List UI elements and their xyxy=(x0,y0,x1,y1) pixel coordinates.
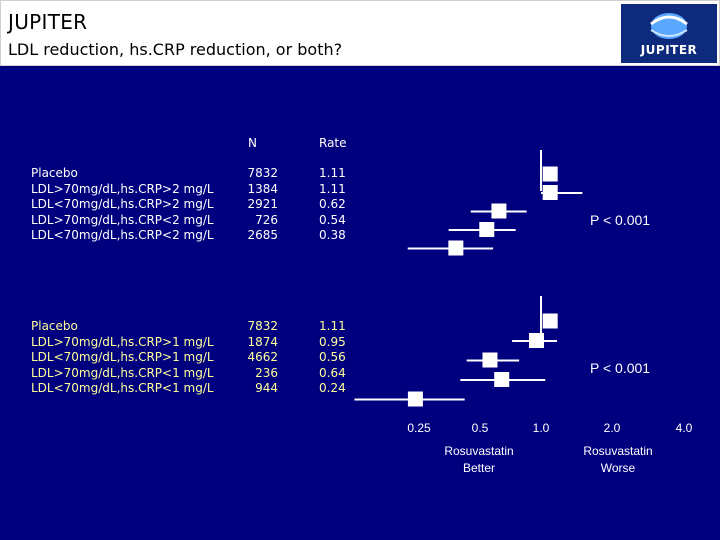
point-marker xyxy=(542,166,558,182)
slide-title: JUPITER xyxy=(8,10,88,34)
row-label: LDL<70mg/dL,hs.CRP>1 mg/L xyxy=(31,350,214,364)
point-marker xyxy=(491,203,507,219)
row-label: LDL<70mg/dL,hs.CRP<2 mg/L xyxy=(31,228,214,242)
point-marker xyxy=(542,313,558,329)
caption-worse-line2: Worse xyxy=(600,461,636,475)
group1-n: 7832 1384 2921 726 2685 xyxy=(240,166,278,244)
x-tick-label: 2.0 xyxy=(603,421,621,435)
row-n: 2685 xyxy=(247,228,278,242)
group1-labels: Placebo LDL>70mg/dL,hs.CRP>2 mg/L LDL<70… xyxy=(31,166,214,244)
x-tick-label: 0.5 xyxy=(471,421,489,435)
group2-n: 7832 1874 4662 236 944 xyxy=(240,319,278,397)
caption-worse-line1: Rosuvastatin xyxy=(583,444,653,458)
column-header-rate: Rate xyxy=(319,136,347,150)
group1-p-value: P < 0.001 xyxy=(590,212,651,228)
jupiter-logo: JUPITER xyxy=(621,4,717,63)
logo-text: JUPITER xyxy=(640,43,698,57)
row-n: 236 xyxy=(255,365,278,380)
row-rate: 0.62 xyxy=(319,197,346,211)
point-marker xyxy=(482,352,498,368)
row-label: LDL>70mg/dL,hs.CRP>2 mg/L xyxy=(31,181,214,196)
row-n: 1874 xyxy=(247,334,278,349)
caption-better-line1: Rosuvastatin xyxy=(444,444,514,458)
row-rate: 0.24 xyxy=(319,381,346,395)
point-marker xyxy=(479,222,495,237)
row-n: 4662 xyxy=(247,350,278,364)
row-label: LDL>70mg/dL,hs.CRP<1 mg/L xyxy=(31,365,214,380)
x-tick-label: 0.25 xyxy=(407,421,431,435)
group2-rate: 1.11 0.95 0.56 0.64 0.24 xyxy=(319,319,346,397)
row-n: 7832 xyxy=(247,319,278,333)
group2-p-value: P < 0.001 xyxy=(590,360,651,376)
header-bar: JUPITER LDL reduction, hs.CRP reduction,… xyxy=(0,0,720,66)
row-rate: 0.64 xyxy=(319,365,346,380)
caption-worse: Rosuvastatin Worse xyxy=(583,443,652,477)
row-label: LDL>70mg/dL,hs.CRP<2 mg/L xyxy=(31,212,214,227)
row-label: Placebo xyxy=(31,166,78,180)
group2-labels: Placebo LDL>70mg/dL,hs.CRP>1 mg/L LDL<70… xyxy=(31,319,214,397)
row-rate: 0.56 xyxy=(319,350,346,364)
row-rate: 0.95 xyxy=(319,334,346,349)
row-label: LDL<70mg/dL,hs.CRP<1 mg/L xyxy=(31,381,214,395)
row-label: Placebo xyxy=(31,319,78,333)
row-rate: 0.38 xyxy=(319,228,346,242)
group1-rate: 1.11 1.11 0.62 0.54 0.38 xyxy=(319,166,346,244)
point-marker xyxy=(528,333,544,348)
row-n: 944 xyxy=(255,381,278,395)
caption-better: Rosuvastatin Better xyxy=(444,443,513,477)
column-header-n: N xyxy=(248,136,257,150)
caption-better-line2: Better xyxy=(462,461,495,475)
row-n: 7832 xyxy=(247,166,278,180)
row-n: 726 xyxy=(255,212,278,227)
row-rate: 1.11 xyxy=(319,319,346,333)
x-tick-label: 1.0 xyxy=(532,421,550,435)
point-marker xyxy=(494,372,510,387)
point-marker xyxy=(448,240,464,256)
row-rate: 0.54 xyxy=(319,212,346,227)
row-n: 2921 xyxy=(247,197,278,211)
point-marker xyxy=(542,185,558,200)
globe-icon xyxy=(650,13,688,39)
x-tick-label: 4.0 xyxy=(675,421,693,435)
slide-subtitle: LDL reduction, hs.CRP reduction, or both… xyxy=(8,40,343,59)
row-rate: 1.11 xyxy=(319,166,346,180)
point-marker xyxy=(407,391,423,407)
row-n: 1384 xyxy=(247,181,278,196)
row-label: LDL>70mg/dL,hs.CRP>1 mg/L xyxy=(31,334,214,349)
row-label: LDL<70mg/dL,hs.CRP>2 mg/L xyxy=(31,197,214,211)
row-rate: 1.11 xyxy=(319,181,346,196)
